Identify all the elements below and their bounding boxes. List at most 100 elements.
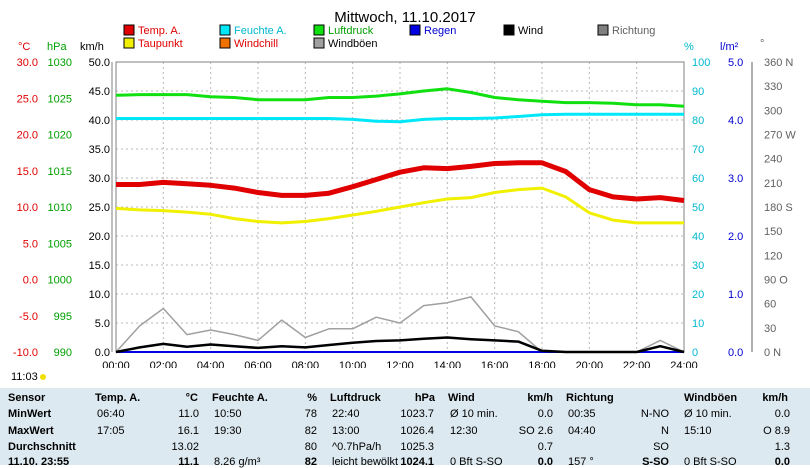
series-taupunkt	[115, 186, 684, 225]
table-cell-value: 0.0	[774, 456, 790, 468]
table-cell-value: 0.0	[537, 456, 553, 468]
wind-tick: 30.0	[89, 173, 110, 185]
table-cell-value: 1026.4	[400, 425, 434, 437]
table-row-label: MaxWert	[8, 425, 54, 437]
table-header: Feuchte A.	[212, 392, 268, 404]
table-cell-time: 12:30	[450, 425, 478, 437]
table-cell-time: Ø 10 min.	[684, 408, 732, 420]
table-header: Wind	[448, 392, 475, 404]
pressure-tick: 990	[54, 347, 72, 359]
humidity-tick: 60	[692, 173, 704, 185]
table-cell-value: 0.7	[537, 441, 553, 453]
humidity-tick: 20	[692, 289, 704, 301]
wind-tick: 35.0	[89, 144, 110, 156]
direction-tick: 150	[764, 226, 782, 238]
table-cell-time: 8.26 g/m³	[214, 456, 261, 468]
pressure-tick: 1005	[48, 238, 72, 250]
table-cell-time: Ø 10 min.	[450, 408, 498, 420]
wind-tick: 0.0	[95, 347, 110, 359]
legend: Temp. A.Taupunkt Feuchte A.Windchill Luftd…	[123, 24, 655, 50]
humidity-tick: 30	[692, 260, 704, 272]
table-cell-value: 0.0	[774, 408, 790, 420]
humidity-tick: 100	[692, 57, 710, 69]
table-cell-time: 13:00	[332, 425, 360, 437]
table-header-unit: %	[307, 392, 317, 404]
rain-tick: 3.0	[728, 173, 743, 185]
humidity-tick: 70	[692, 144, 704, 156]
rain-unit: l/m²	[720, 41, 739, 53]
wind-tick: 10.0	[89, 289, 110, 301]
weather-chart: Mittwoch, 11.10.2017 Temp. A.Taupunkt Feu…	[12, 9, 797, 372]
table-cell-value: 11.0	[178, 408, 199, 420]
direction-tick: 60	[764, 299, 776, 311]
wind-tick: 15.0	[89, 260, 110, 272]
pressure-tick: 1025	[48, 93, 72, 105]
table-row-label: MinWert	[8, 408, 52, 420]
table-cell-value: O 8.9	[763, 425, 790, 437]
direction-tick: 30	[764, 323, 776, 335]
chart-title: Mittwoch, 11.10.2017	[334, 9, 475, 26]
series-luftdruck	[115, 87, 685, 108]
legend-label: Luftdruck	[328, 25, 374, 37]
table-cell-value: 1025.3	[400, 441, 434, 453]
pressure-tick: 1015	[48, 166, 72, 178]
temp-tick: 15.0	[17, 166, 38, 178]
table-cell-time: 00:35	[568, 408, 596, 420]
humidity-tick: 80	[692, 115, 704, 127]
temp-unit: °C	[18, 41, 30, 53]
table-cell-value: 82	[304, 425, 317, 437]
humidity-tick: 10	[692, 318, 704, 330]
wind-tick: 50.0	[89, 57, 110, 69]
table-header: Windböen	[684, 392, 738, 404]
direction-unit: °	[760, 38, 764, 50]
table-header: Temp. A.	[95, 392, 141, 404]
legend-label: Wind	[518, 25, 543, 37]
series-group	[115, 87, 685, 354]
pressure-tick: 1020	[48, 130, 72, 142]
wind-tick: 5.0	[95, 318, 110, 330]
pressure-tick: 1030	[48, 57, 72, 69]
legend-swatch	[123, 37, 135, 49]
temp-tick: 5.0	[23, 238, 38, 250]
wind-tick: 25.0	[89, 202, 110, 214]
time-marker-icon	[40, 374, 46, 380]
direction-tick: 180 S	[764, 202, 793, 214]
table-cell-value: 1023.7	[400, 408, 434, 420]
table-cell-value: N-NO	[640, 408, 669, 420]
legend-swatch	[313, 37, 325, 49]
direction-tick: 300	[764, 105, 782, 117]
legend-label: Windböen	[328, 38, 378, 50]
table-cell-value: 0.0	[537, 408, 553, 420]
legend-swatch	[409, 24, 421, 36]
wind-tick: 40.0	[89, 115, 110, 127]
table-row-label: 11.10. 23:55	[8, 456, 70, 468]
table-cell-time: 04:40	[568, 425, 596, 437]
table-cell-value: 16.1	[177, 425, 199, 437]
temp-tick: 30.0	[17, 57, 38, 69]
direction-tick: 90 O	[764, 275, 788, 287]
legend-swatch	[219, 24, 231, 36]
temp-tick: 0.0	[23, 275, 38, 287]
table-cell-value: SO 2.6	[518, 425, 553, 437]
table-header: Sensor	[8, 392, 46, 404]
table-cell-time: 10:50	[214, 408, 242, 420]
humidity-unit: %	[684, 41, 694, 53]
axes: 30.025.020.015.010.05.00.0-5.0-10.010301…	[13, 57, 796, 359]
rain-tick: 2.0	[728, 231, 743, 243]
table-row-label: Durchschnitt	[8, 441, 76, 453]
direction-tick: 0 N	[764, 347, 781, 359]
direction-tick: 270 W	[764, 130, 796, 142]
legend-swatch	[123, 24, 135, 36]
rain-tick: 4.0	[728, 115, 743, 127]
table-header-unit: km/h	[762, 392, 788, 404]
table-cell-time: 0 Bft S-SO	[450, 456, 503, 468]
table-cell-time: ^0.7hPa/h	[332, 441, 382, 453]
table-cell-value: 80	[304, 441, 317, 453]
table-header: Luftdruck	[330, 392, 381, 404]
direction-tick: 210	[764, 178, 782, 190]
direction-tick: 360 N	[764, 57, 793, 69]
legend-label: Windchill	[234, 38, 278, 50]
humidity-tick: 90	[692, 86, 704, 98]
table-cell-time: 22:40	[332, 408, 360, 420]
table-cell-time: 17:05	[97, 425, 125, 437]
